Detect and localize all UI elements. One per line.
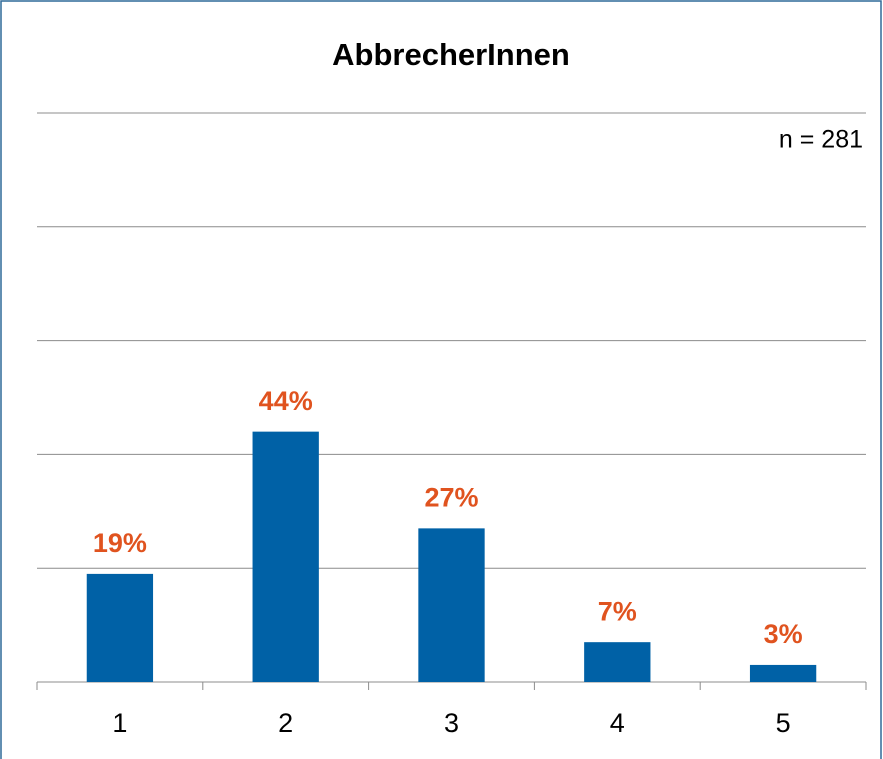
data-label: 7% <box>598 596 637 626</box>
bar <box>584 642 651 682</box>
bar <box>252 431 319 682</box>
chart-title: AbbrecherInnen <box>332 37 570 72</box>
x-tick-label: 3 <box>444 708 459 738</box>
data-label: 44% <box>259 386 313 416</box>
annotation: n = 281 <box>779 126 863 154</box>
bar <box>418 528 485 682</box>
bar <box>749 664 817 682</box>
data-label: 3% <box>764 619 803 649</box>
data-label: 19% <box>93 528 147 558</box>
bar <box>86 573 154 682</box>
data-label: 27% <box>424 482 478 512</box>
x-tick-label: 2 <box>278 708 293 738</box>
x-tick-label: 5 <box>776 708 791 738</box>
x-tick-label: 1 <box>112 708 127 738</box>
x-tick-label: 4 <box>610 708 625 738</box>
